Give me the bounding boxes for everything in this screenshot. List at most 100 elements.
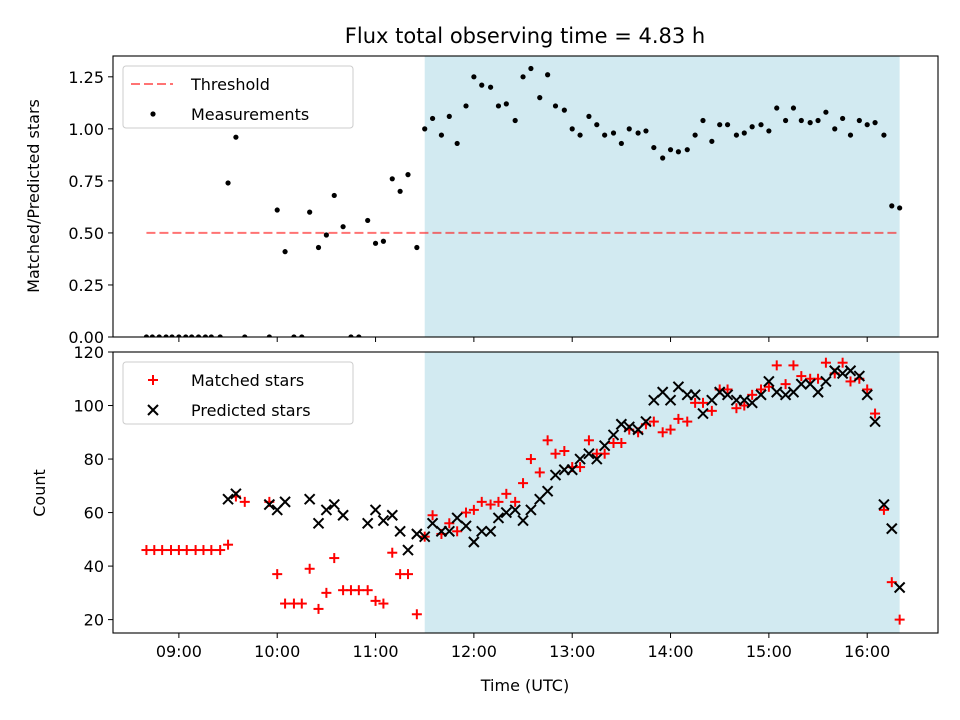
measurements-point: [766, 128, 772, 134]
measurements-point: [233, 134, 239, 140]
marker-stroke: [549, 469, 562, 481]
measurements-point: [274, 207, 280, 213]
marker-stroke: [755, 389, 767, 401]
x-tick-label: 11:00: [352, 642, 398, 661]
y-tick-label: 60: [84, 504, 104, 523]
measurements-point: [594, 122, 600, 128]
matched-stars-point: [648, 416, 659, 427]
predicted-stars-point: [836, 367, 849, 380]
marker-stroke: [615, 418, 628, 430]
measurements-point: [307, 209, 313, 215]
predicted-stars-point: [607, 429, 620, 441]
matched-stars-point: [542, 435, 553, 446]
legend-label-threshold: Threshold: [190, 75, 270, 94]
x-tick-label: 10:00: [254, 642, 300, 661]
legend-label-predicted-stars: Predicted stars: [191, 401, 311, 420]
measurements-point: [454, 140, 460, 147]
measurements-point: [897, 205, 903, 211]
marker-stroke: [517, 514, 529, 527]
predicted-stars-point: [615, 418, 628, 430]
predicted-stars-point: [263, 498, 276, 511]
matched-stars-point: [476, 496, 487, 507]
matched-stars-point: [731, 403, 742, 414]
measurements-point: [315, 244, 322, 251]
measurements-point: [356, 334, 362, 337]
marker-stroke: [328, 498, 340, 511]
matched-stars-point: [411, 609, 422, 620]
marker-stroke: [763, 375, 775, 388]
y-tick-label: 0.75: [68, 172, 104, 191]
y-tick-label: 0.25: [68, 276, 104, 295]
measurements-point: [667, 147, 674, 153]
predicted-stars-point: [484, 525, 497, 538]
marker-stroke: [500, 506, 513, 519]
predicted-stars-point: [541, 485, 554, 497]
matched-stars-point: [321, 587, 332, 598]
predicted-stars-point: [312, 517, 325, 529]
marker-stroke: [893, 581, 906, 594]
measurements-point: [463, 103, 469, 109]
predicted-stars-point: [337, 509, 349, 521]
y-tick-label: 120: [73, 343, 104, 362]
marker-stroke: [591, 453, 603, 465]
predicted-stars-point: [394, 525, 406, 538]
marker-stroke: [836, 367, 849, 380]
marker-stroke: [468, 536, 480, 548]
measurements-point: [660, 155, 666, 161]
measurements-point: [561, 107, 567, 113]
predicted-stars-point: [853, 370, 866, 382]
y-tick-label: 0.50: [68, 224, 104, 243]
measurements-point: [323, 232, 329, 238]
predicted-stars-point: [500, 506, 513, 519]
measurements-point: [183, 334, 189, 337]
matched-stars-point: [616, 437, 627, 448]
marker-stroke: [878, 498, 890, 511]
matched-stars-point: [788, 360, 799, 371]
marker-stroke: [369, 504, 382, 516]
measurements-point: [512, 117, 518, 124]
matched-stars-point: [452, 526, 463, 537]
marker-stroke: [812, 386, 824, 398]
top-legend: Threshold Measurements: [122, 65, 354, 129]
measurements-point: [782, 117, 789, 124]
marker-stroke: [337, 509, 349, 521]
matched-stars-point: [665, 424, 676, 435]
predicted-stars-point: [419, 530, 431, 543]
marker-stroke: [721, 389, 734, 401]
matched-stars-point: [583, 435, 594, 446]
x-tick-label: 09:00: [156, 642, 202, 661]
legend-swatch-measurements: [150, 111, 156, 117]
matched-stars-point: [313, 603, 324, 614]
measurements-point: [446, 113, 452, 119]
measurements-point: [717, 122, 723, 128]
measurements-point: [202, 334, 209, 337]
matched-stars-point: [559, 446, 570, 457]
measurements-point: [149, 334, 155, 337]
predicted-stars-point: [369, 504, 382, 516]
marker-stroke: [656, 386, 669, 398]
measurements-point: [520, 74, 526, 80]
predicted-stars-point: [869, 415, 881, 428]
measurements-point: [586, 113, 592, 119]
matched-stars-point: [706, 405, 717, 416]
observing-span: [424, 352, 900, 633]
marker-stroke: [541, 485, 554, 497]
matched-stars-point: [304, 563, 315, 574]
matched-stars-point: [461, 507, 472, 518]
measurements-point: [479, 82, 485, 88]
measurements-point: [618, 140, 624, 147]
measurements-point: [881, 132, 887, 138]
predicted-stars-point: [771, 386, 783, 398]
x-tick-label: 14:00: [647, 642, 693, 661]
marker-stroke: [886, 522, 898, 535]
measurements-point: [872, 120, 878, 126]
matched-stars-point: [181, 545, 192, 556]
measurements-point: [700, 117, 706, 124]
predicted-stars-point: [689, 389, 701, 401]
measurements-point: [282, 249, 288, 255]
predicted-stars-point: [886, 522, 898, 535]
predicted-stars-point: [517, 514, 529, 527]
predicted-stars-point: [640, 415, 652, 428]
measurements-point: [577, 132, 583, 138]
predicted-stars-point: [893, 581, 906, 594]
